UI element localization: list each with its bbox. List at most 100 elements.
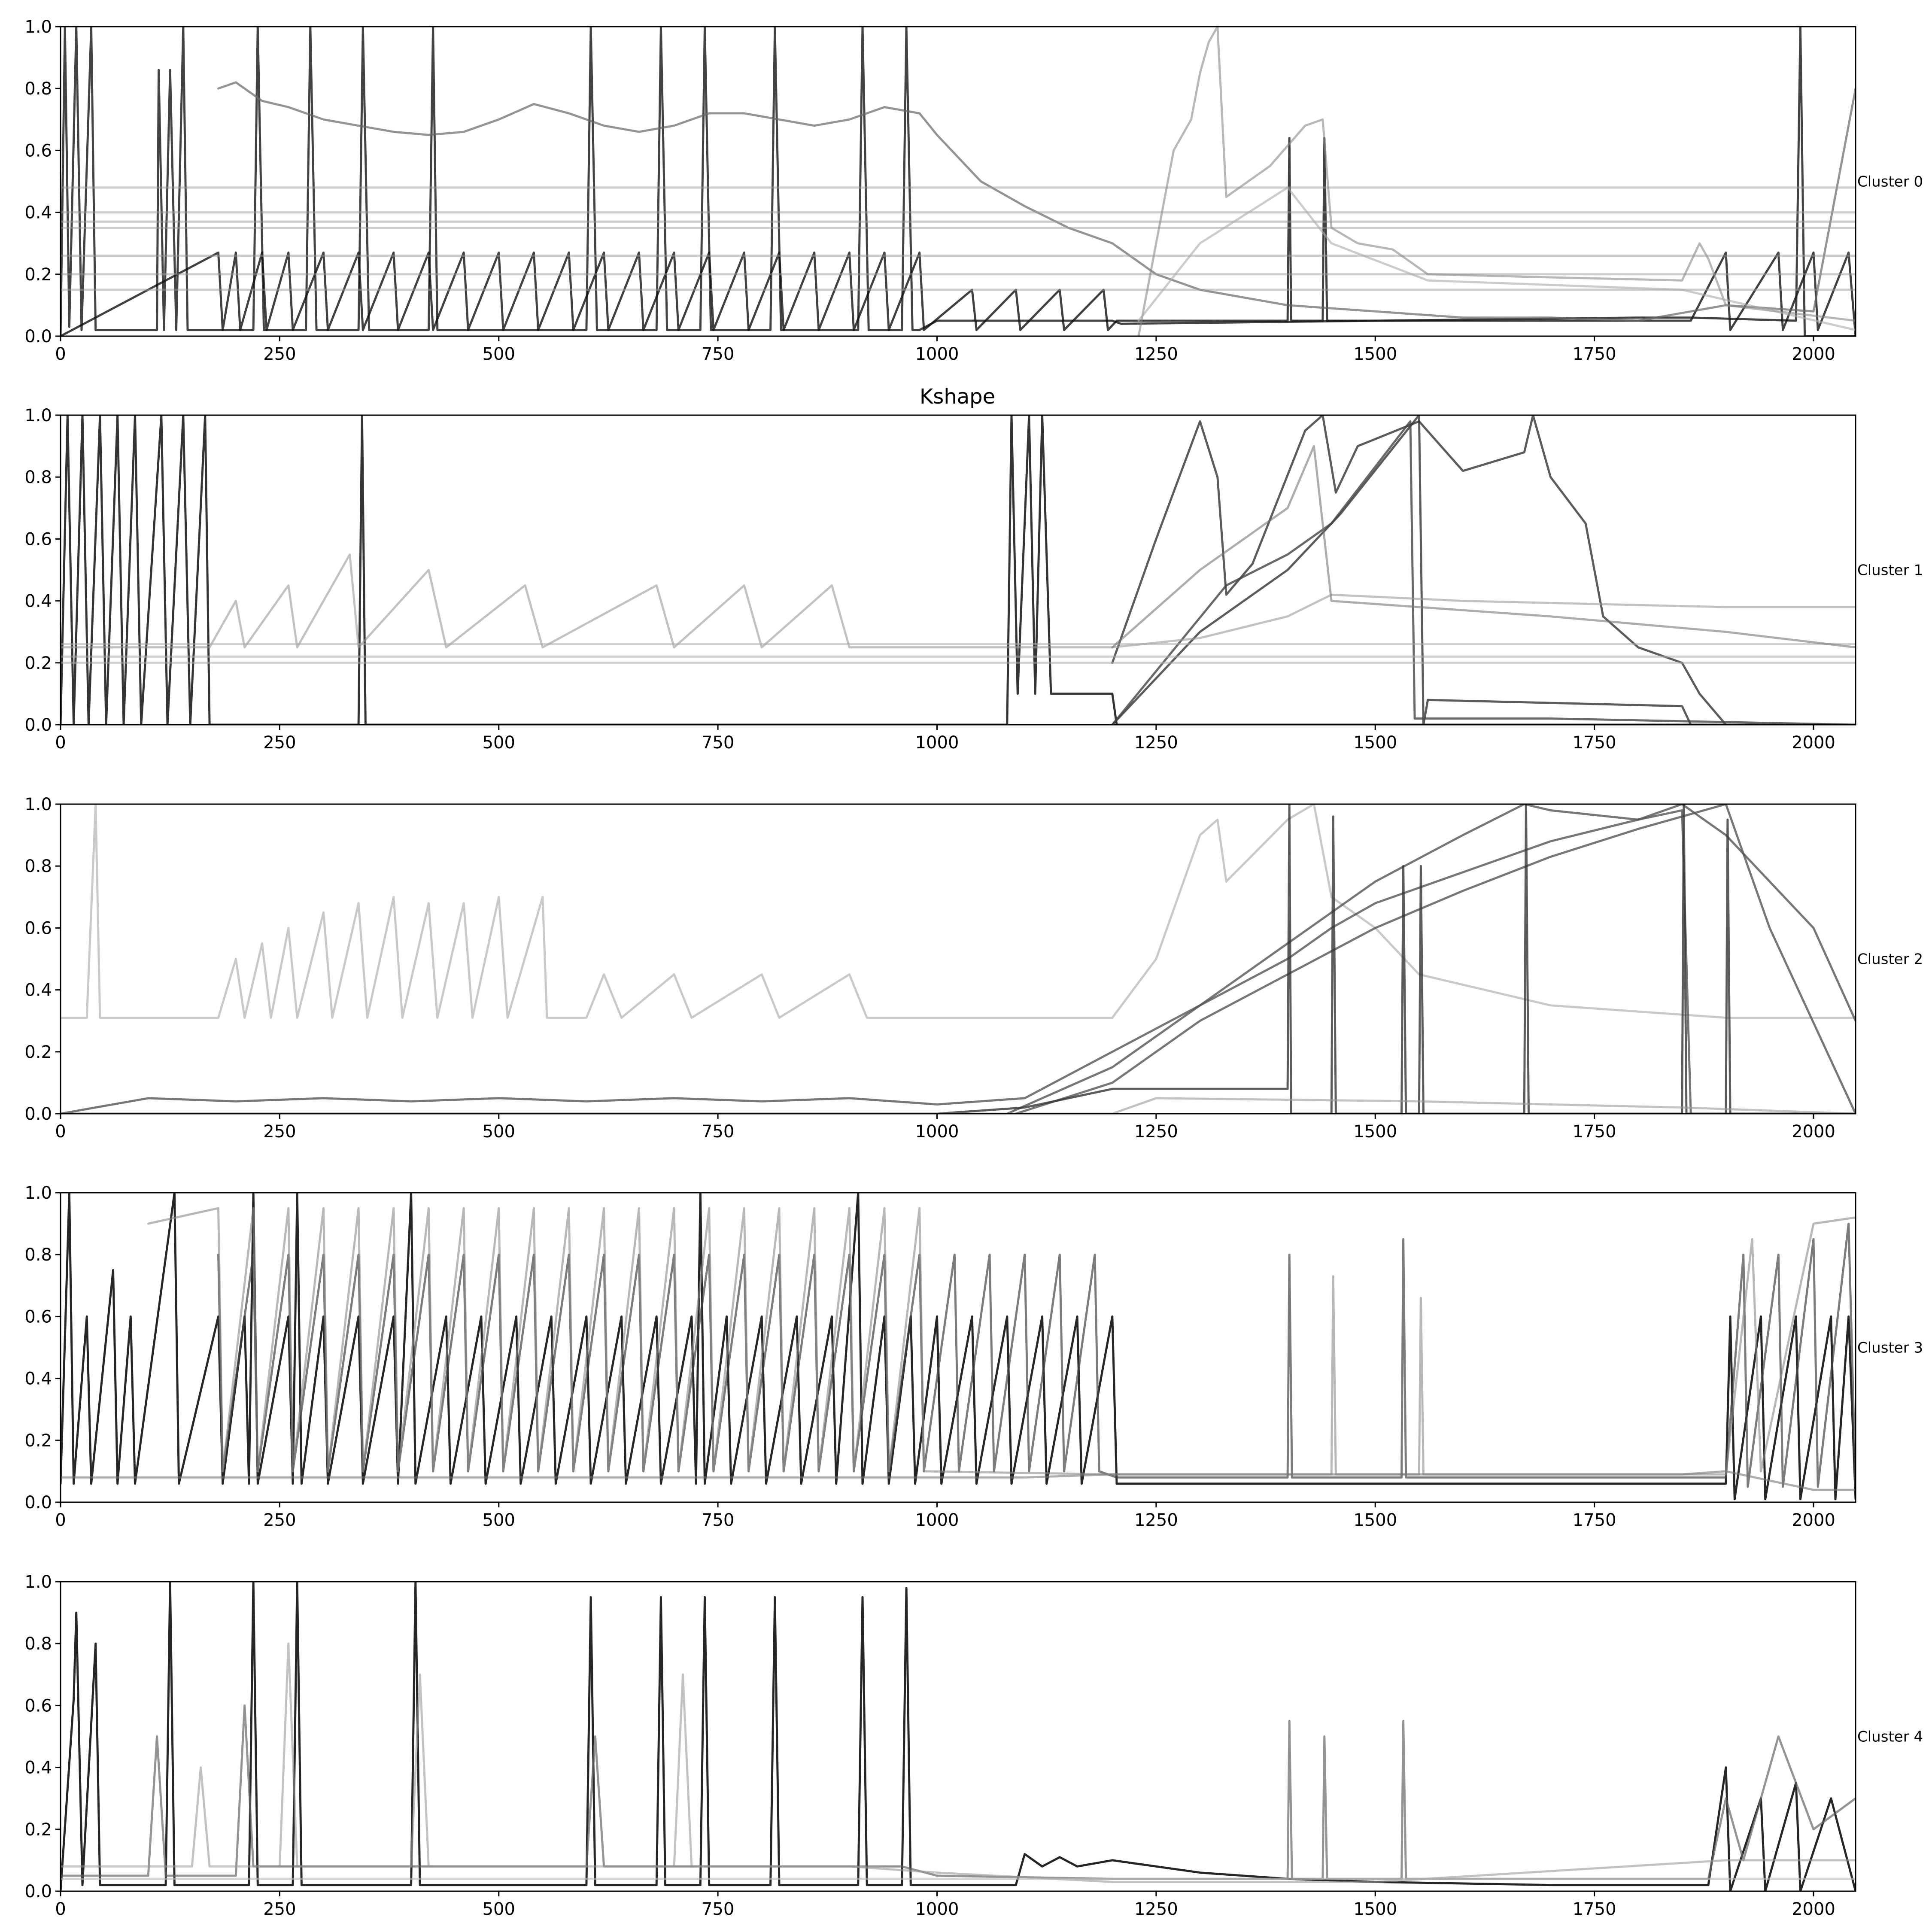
panel-cluster-3: 0 250 500 750 1000 1250 1500 1750 2000 0.0 0.2 0.4 0…: [24, 1183, 1923, 1530]
y-tick-label: 0.2: [24, 1820, 52, 1840]
series-line-2: [217, 81, 1856, 322]
panel-cluster-0: 0 250 500 750 1000 1250 1500 1750 2000 0.0 0.2 0.4 0…: [24, 17, 1923, 364]
x-tick-label: 1500: [1353, 1899, 1397, 1919]
cluster-label: Cluster 3: [1857, 1340, 1923, 1357]
x-tick-label: 250: [263, 344, 296, 364]
y-tick-label: 0.8: [24, 468, 52, 487]
series-line-1: [1111, 415, 1856, 725]
y-tick-label: 0.6: [24, 529, 52, 549]
x-tick-label: 750: [702, 1510, 734, 1530]
x-tick-label: 750: [702, 733, 734, 753]
x-tick-label: 750: [702, 1899, 734, 1919]
series-line-4: [61, 553, 1856, 649]
x-tick-label: 1250: [1134, 1899, 1178, 1919]
x-tick-label: 1250: [1134, 344, 1178, 364]
cluster-label: Cluster 4: [1857, 1728, 1923, 1746]
y-tick-label: 1.0: [24, 795, 52, 814]
y-tick-label: 0.4: [24, 1369, 52, 1389]
x-tick-label: 250: [263, 1510, 296, 1530]
y-tick-label: 0.0: [24, 1104, 52, 1124]
y-tick-label: 0.2: [24, 1431, 52, 1451]
series-group: [61, 1582, 1856, 1891]
y-tick-label: 0.0: [24, 327, 52, 346]
x-tick-label: 1000: [915, 1122, 959, 1142]
series-line-0: [61, 415, 1856, 725]
series-line-4: [61, 804, 1856, 1114]
x-tick-label: 1250: [1134, 733, 1178, 753]
series-line-3: [61, 1470, 1856, 1491]
x-tick-label: 250: [263, 1122, 296, 1142]
series-line-11: [1137, 186, 1856, 331]
x-tick-label: 250: [263, 1899, 296, 1919]
y-tick-label: 0.0: [24, 1882, 52, 1902]
cluster-label: Cluster 1: [1857, 562, 1923, 579]
y-tick-label: 0.4: [24, 592, 52, 611]
x-tick-label: 1000: [915, 344, 959, 364]
x-tick-label: 1000: [915, 733, 959, 753]
x-tick-label: 0: [55, 344, 66, 364]
x-tick-label: 0: [55, 733, 66, 753]
x-tick-label: 2000: [1792, 1899, 1835, 1919]
x-tick-label: 1250: [1134, 1510, 1178, 1530]
y-tick-label: 0.6: [24, 918, 52, 938]
x-tick-label: 1750: [1573, 1510, 1616, 1530]
x-tick-label: 500: [483, 344, 515, 364]
y-tick-label: 0.2: [24, 1042, 52, 1062]
x-tick-label: 1000: [915, 1510, 959, 1530]
x-tick-label: 1500: [1353, 1122, 1397, 1142]
panel-cluster-2: 0 250 500 750 1000 1250 1500 1750 2000 0.0 0.2 0.4 0…: [24, 795, 1923, 1142]
series-line-8: [1111, 445, 1856, 649]
y-tick-label: 1.0: [24, 1183, 52, 1203]
figure-title: Kshape: [920, 385, 995, 409]
y-tick-label: 0.8: [24, 79, 52, 99]
panel-cluster-1: 0 250 500 750 1000 1250 1500 1750 2000 0.0 0.2 0.4 0…: [24, 406, 1923, 753]
y-tick-label: 0.6: [24, 1307, 52, 1327]
series-line-3: [1015, 804, 1856, 1114]
y-tick-label: 1.0: [24, 17, 52, 37]
series-group: [61, 1193, 1856, 1501]
axes-frame: [60, 803, 1856, 1115]
x-tick-label: 1750: [1573, 733, 1616, 753]
cluster-label: Cluster 0: [1857, 173, 1923, 191]
x-tick-label: 0: [55, 1899, 66, 1919]
x-tick-label: 250: [263, 733, 296, 753]
cluster-label: Cluster 2: [1857, 951, 1923, 968]
x-tick-label: 1500: [1353, 344, 1397, 364]
y-tick-label: 0.0: [24, 715, 52, 735]
y-tick-label: 0.6: [24, 1696, 52, 1716]
y-tick-label: 0.4: [24, 203, 52, 223]
series-line-1: [61, 137, 1856, 336]
x-tick-label: 2000: [1792, 733, 1835, 753]
series-line-2: [147, 1207, 1856, 1476]
series-group: [61, 415, 1856, 725]
y-tick-label: 0.8: [24, 857, 52, 876]
x-tick-label: 2000: [1792, 344, 1835, 364]
series-group: [61, 27, 1856, 336]
x-tick-label: 1500: [1353, 1510, 1397, 1530]
x-tick-label: 500: [483, 733, 515, 753]
axes-frame: [60, 1581, 1856, 1892]
x-tick-label: 1250: [1134, 1122, 1178, 1142]
x-tick-label: 1000: [915, 1899, 959, 1919]
y-tick-label: 0.4: [24, 1758, 52, 1778]
series-line-3: [1111, 420, 1856, 725]
x-tick-label: 750: [702, 1122, 734, 1142]
y-tick-label: 0.2: [24, 265, 52, 285]
x-tick-label: 1750: [1573, 1122, 1616, 1142]
series-line-10: [1137, 27, 1856, 336]
series-line-5: [61, 1097, 1856, 1114]
chart-panels: 0 250 500 750 1000 1250 1500 1750 2000 0.0 0.2 0.4 0…: [24, 17, 1923, 1919]
series-group: [61, 804, 1856, 1114]
series-line-1: [61, 804, 1856, 1114]
series-line-1: [61, 1704, 1856, 1880]
y-tick-label: 0.0: [24, 1493, 52, 1513]
x-tick-label: 1500: [1353, 733, 1397, 753]
series-line-2: [61, 1642, 1856, 1883]
y-tick-label: 1.0: [24, 406, 52, 425]
x-tick-label: 2000: [1792, 1510, 1835, 1530]
x-tick-label: 1750: [1573, 344, 1616, 364]
axes-frame: [60, 414, 1856, 726]
y-tick-label: 0.8: [24, 1245, 52, 1265]
x-tick-label: 1750: [1573, 1899, 1616, 1919]
